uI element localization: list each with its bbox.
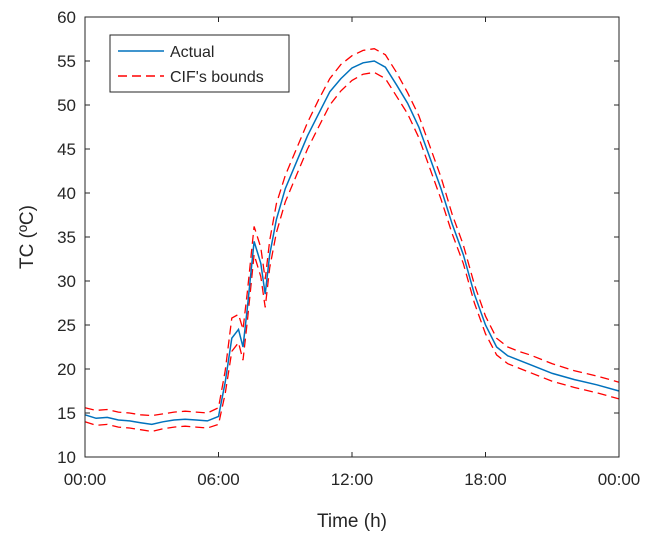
y-tick-label: 55 bbox=[57, 52, 76, 71]
legend: Actual CIF's bounds bbox=[109, 34, 290, 93]
y-tick-label: 50 bbox=[57, 96, 76, 115]
legend-label-bounds: CIF's bounds bbox=[170, 69, 264, 86]
y-tick-label: 20 bbox=[57, 360, 76, 379]
y-tick-label: 30 bbox=[57, 272, 76, 291]
x-axis-label: Time (h) bbox=[317, 511, 387, 532]
x-tick-label: 00:00 bbox=[598, 470, 641, 489]
upper-bound-line bbox=[84, 48, 620, 417]
x-tick-label: 00:00 bbox=[64, 470, 107, 489]
x-tick-label: 12:00 bbox=[331, 470, 374, 489]
y-tick-label: 10 bbox=[57, 448, 76, 467]
series-layer bbox=[84, 48, 620, 433]
tick-labels-layer: 00:00 06:00 12:00 18:00 00:00 10 15 20 25 30 35 40 4… bbox=[57, 8, 640, 489]
y-tick-label: 60 bbox=[57, 8, 76, 27]
legend-label-actual: Actual bbox=[170, 44, 214, 61]
y-tick-label: 45 bbox=[57, 140, 76, 159]
x-tick-label: 06:00 bbox=[197, 470, 240, 489]
y-tick-label: 40 bbox=[57, 184, 76, 203]
y-axis-label: TC (ºC) bbox=[17, 205, 38, 269]
actual-line bbox=[84, 60, 620, 426]
x-tick-label: 18:00 bbox=[464, 470, 507, 489]
legend-box bbox=[109, 34, 290, 93]
lower-bound-line bbox=[84, 71, 620, 433]
y-tick-label: 25 bbox=[57, 316, 76, 335]
y-tick-label: 15 bbox=[57, 404, 76, 423]
y-tick-label: 35 bbox=[57, 228, 76, 247]
ticks-layer bbox=[84, 16, 620, 458]
